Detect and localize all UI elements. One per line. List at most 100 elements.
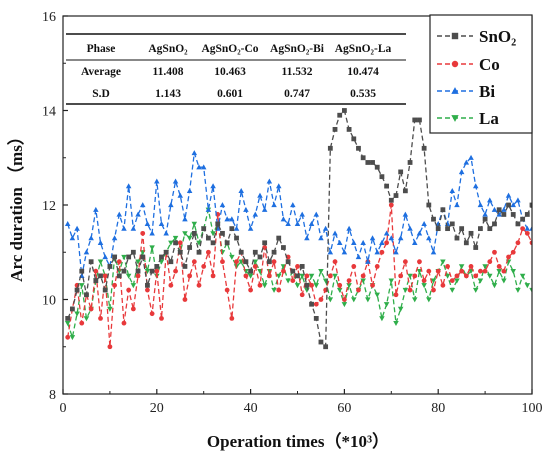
data-point-bi bbox=[477, 202, 484, 208]
data-point-sno2 bbox=[210, 240, 216, 246]
data-point-bi bbox=[304, 235, 310, 241]
data-point-sno2 bbox=[351, 136, 357, 142]
table-cell: 1.143 bbox=[155, 88, 181, 100]
data-point-la bbox=[407, 273, 413, 279]
data-point-sno2 bbox=[421, 145, 427, 151]
data-point-co bbox=[234, 259, 239, 265]
data-point-sno2 bbox=[445, 226, 450, 232]
data-point-sno2 bbox=[65, 316, 71, 321]
data-point-la bbox=[411, 297, 418, 303]
data-point-bi bbox=[130, 225, 137, 231]
data-point-co bbox=[342, 297, 347, 302]
data-point-la bbox=[472, 287, 479, 293]
data-point-bi bbox=[421, 221, 427, 227]
data-point-sno2 bbox=[187, 245, 193, 250]
data-point-co bbox=[177, 240, 183, 246]
data-point-co bbox=[295, 264, 300, 269]
data-point-sno2 bbox=[215, 221, 221, 227]
data-point-sno2 bbox=[168, 259, 174, 265]
data-point-la bbox=[351, 297, 357, 303]
data-point-co bbox=[276, 287, 282, 293]
data-point-co bbox=[65, 334, 71, 340]
data-point-co bbox=[440, 282, 446, 288]
data-point-bi bbox=[341, 249, 348, 255]
data-point-co bbox=[252, 264, 258, 269]
data-point-la bbox=[327, 297, 334, 303]
data-point-la bbox=[491, 283, 498, 289]
data-point-la bbox=[229, 254, 235, 260]
data-point-bi bbox=[158, 221, 165, 227]
data-point-bi bbox=[186, 187, 193, 193]
data-point-co bbox=[290, 278, 296, 283]
data-point-la bbox=[125, 273, 132, 279]
stats-table: Phase AgSnO₂ AgSnO₂-Co AgSnO₂-Bi AgSnO₂-La Av… bbox=[66, 30, 406, 106]
data-point-la bbox=[402, 287, 409, 293]
data-point-la bbox=[383, 302, 390, 308]
data-point-sno2 bbox=[323, 344, 329, 350]
legend-label: Bi bbox=[479, 82, 495, 101]
data-point-la bbox=[299, 273, 305, 279]
data-point-co bbox=[492, 249, 497, 255]
data-point-sno2 bbox=[116, 273, 122, 279]
data-point-la bbox=[196, 240, 202, 246]
data-point-co bbox=[454, 273, 460, 279]
data-point-co bbox=[431, 287, 436, 293]
data-point-sno2 bbox=[463, 240, 469, 246]
data-point-co bbox=[318, 297, 324, 302]
data-point-sno2 bbox=[201, 226, 207, 232]
data-point-co bbox=[224, 287, 230, 293]
data-point-co bbox=[309, 282, 314, 288]
table-cell: S.D bbox=[92, 88, 110, 100]
data-point-sno2 bbox=[454, 235, 460, 241]
data-point-sno2 bbox=[285, 259, 291, 265]
data-point-la bbox=[275, 273, 282, 279]
data-point-co bbox=[159, 316, 164, 321]
data-point-bi bbox=[308, 221, 315, 227]
x-tick-label: 20 bbox=[150, 401, 164, 416]
data-point-bi bbox=[369, 235, 376, 241]
data-point-la bbox=[149, 245, 155, 251]
data-point-sno2 bbox=[327, 145, 333, 151]
data-point-la bbox=[416, 268, 423, 275]
data-point-sno2 bbox=[501, 212, 507, 217]
x-axis-title: Operation times（*10³） bbox=[207, 431, 389, 451]
data-point-co bbox=[201, 264, 207, 269]
data-point-sno2 bbox=[271, 249, 277, 255]
data-point-la bbox=[501, 278, 507, 284]
data-point-la bbox=[341, 302, 348, 308]
data-point-co bbox=[463, 273, 469, 279]
data-point-bi bbox=[322, 225, 329, 231]
y-tick-label: 8 bbox=[49, 388, 56, 403]
data-point-bi bbox=[125, 183, 132, 189]
data-point-bi bbox=[318, 235, 324, 241]
legend: SnO₂ Co Bi La bbox=[429, 14, 533, 134]
data-point-sno2 bbox=[74, 287, 80, 293]
x-tick-label: 80 bbox=[431, 401, 445, 416]
legend-box bbox=[429, 14, 533, 134]
data-point-la bbox=[360, 278, 366, 284]
data-point-co bbox=[449, 278, 455, 283]
data-point-sno2 bbox=[290, 268, 296, 274]
data-point-co bbox=[154, 268, 160, 274]
data-point-co bbox=[426, 268, 432, 274]
data-point-co bbox=[182, 297, 188, 302]
data-point-la bbox=[374, 292, 380, 298]
data-point-bi bbox=[454, 202, 460, 208]
data-point-la bbox=[271, 287, 277, 293]
data-point-bi bbox=[74, 225, 80, 231]
data-point-co bbox=[478, 268, 483, 274]
data-point-la bbox=[487, 273, 493, 279]
data-point-co bbox=[482, 268, 488, 274]
data-point-sno2 bbox=[304, 282, 310, 288]
data-point-co bbox=[402, 259, 408, 265]
data-point-co bbox=[332, 259, 338, 265]
data-point-la bbox=[458, 264, 465, 270]
data-point-bi bbox=[64, 221, 71, 227]
data-point-la bbox=[496, 268, 502, 275]
data-point-co bbox=[496, 264, 502, 269]
data-point-sno2 bbox=[379, 174, 385, 180]
data-point-la bbox=[524, 283, 531, 289]
data-point-co bbox=[257, 282, 263, 288]
data-point-bi bbox=[111, 235, 118, 241]
legend-label: La bbox=[479, 109, 499, 128]
